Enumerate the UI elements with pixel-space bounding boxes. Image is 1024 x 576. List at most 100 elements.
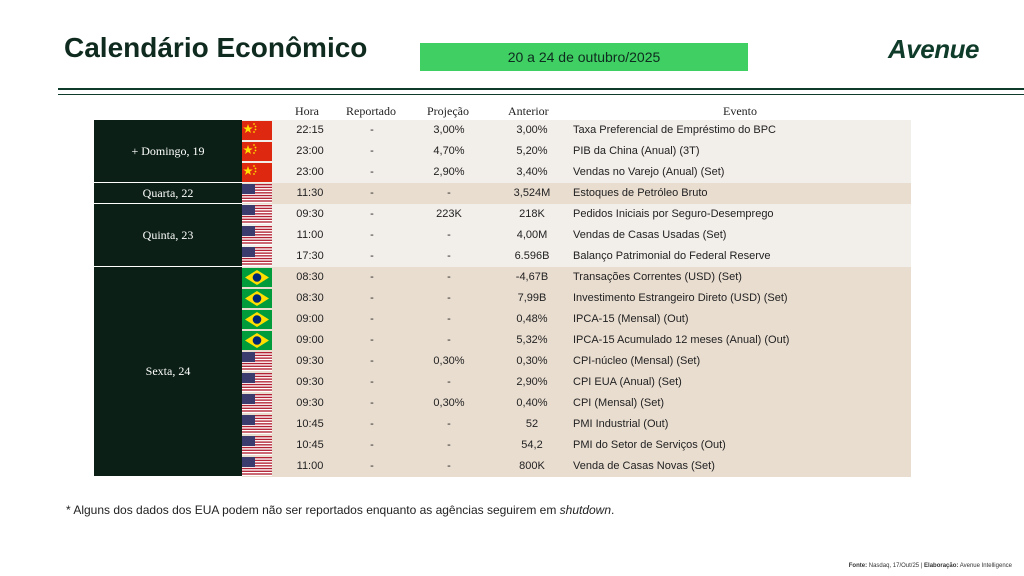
table-row: 09:30 - 0,30% 0,40% CPI (Mensal) (Set)	[242, 393, 911, 414]
cell-evento: Venda de Casas Novas (Set)	[573, 460, 715, 472]
date-range-badge: 20 a 24 de outubro/2025	[420, 43, 748, 71]
table-row: 23:00 - 4,70% 5,20% PIB da China (Anual) (3T…	[242, 141, 911, 162]
cell-reportado: -	[370, 166, 374, 178]
table-row: 09:30 - 223K 218K Pedidos Iniciais por Segur…	[242, 204, 911, 225]
header-reportado: Reportado	[346, 104, 396, 118]
brazil-flag-icon	[242, 331, 272, 350]
avenue-logo: Avenue	[888, 34, 979, 64]
cell-projecao: 223K	[436, 208, 462, 220]
cell-hora: 09:30	[296, 355, 324, 367]
cell-evento: Pedidos Iniciais por Seguro-Desemprego	[573, 208, 774, 220]
footnote-text: * Alguns dos dados dos EUA podem não ser…	[66, 503, 560, 517]
cell-projecao: -	[447, 250, 451, 262]
cell-projecao: -	[447, 313, 451, 325]
cell-hora: 09:30	[296, 208, 324, 220]
cell-hora: 09:00	[296, 313, 324, 325]
cell-reportado: -	[370, 124, 374, 136]
cell-evento: Balanço Patrimonial do Federal Reserve	[573, 250, 771, 262]
cell-hora: 10:45	[296, 439, 324, 451]
header-projecao: Projeção	[427, 104, 469, 118]
footnote-italic: shutdown	[559, 503, 612, 517]
table-row: 10:45 - - 54,2 PMI do Setor de Serviços (Out…	[242, 435, 911, 456]
table-row: 11:00 - - 4,00M Vendas de Casas Usadas (Set)	[242, 225, 911, 246]
cell-hora: 11:00	[296, 229, 324, 241]
cell-projecao: -	[447, 418, 451, 430]
cell-reportado: -	[370, 229, 374, 241]
source-credit: Fonte: Nasdaq, 17/Out/25 | Elaboração: A…	[849, 563, 1012, 569]
china-flag-icon	[242, 121, 272, 140]
cell-evento: IPCA-15 Acumulado 12 meses (Anual) (Out)	[573, 334, 790, 346]
elab-label: Elaboração:	[924, 563, 959, 569]
day-cell: Quinta, 23	[94, 204, 242, 266]
cell-projecao: -	[447, 439, 451, 451]
cell-hora: 11:00	[296, 460, 324, 472]
cell-reportado: -	[370, 187, 374, 199]
cell-reportado: -	[370, 145, 374, 157]
day-cell: Quarta, 22	[94, 183, 242, 203]
cell-evento: PMI Industrial (Out)	[573, 418, 669, 430]
cell-evento: Vendas no Varejo (Anual) (Set)	[573, 166, 725, 178]
cell-hora: 23:00	[296, 145, 324, 157]
cell-anterior: 3,00%	[516, 124, 548, 136]
table-row: 10:45 - - 52 PMI Industrial (Out)	[242, 414, 911, 435]
cell-hora: 08:30	[296, 292, 324, 304]
usa-flag-icon	[242, 373, 272, 392]
cell-evento: Estoques de Petróleo Bruto	[573, 187, 708, 199]
cell-anterior: 5,32%	[516, 334, 548, 346]
usa-flag-icon	[242, 415, 272, 434]
header-anterior: Anterior	[508, 104, 549, 118]
cell-hora: 09:30	[296, 397, 324, 409]
cell-evento: Vendas de Casas Usadas (Set)	[573, 229, 727, 241]
cell-evento: CPI EUA (Anual) (Set)	[573, 376, 682, 388]
cell-evento: IPCA-15 (Mensal) (Out)	[573, 313, 689, 325]
table-row: 23:00 - 2,90% 3,40% Vendas no Varejo (Anual)…	[242, 162, 911, 183]
cell-anterior: 2,90%	[516, 376, 548, 388]
day-cell[interactable]: + Domingo, 19	[94, 120, 242, 182]
cell-anterior: 54,2	[521, 439, 543, 451]
source-text: Nasdaq, 17/Out/25 |	[867, 563, 925, 569]
brazil-flag-icon	[242, 268, 272, 287]
brazil-flag-icon	[242, 310, 272, 329]
brazil-flag-icon	[242, 289, 272, 308]
usa-flag-icon	[242, 247, 272, 266]
cell-reportado: -	[370, 397, 374, 409]
cell-evento: PIB da China (Anual) (3T)	[573, 145, 700, 157]
cell-projecao: 0,30%	[433, 355, 465, 367]
table-row: 08:30 - - -4,67B Transações Correntes (USD) …	[242, 267, 911, 288]
cell-evento: Investimento Estrangeiro Direto (USD) (S…	[573, 292, 788, 304]
cell-anterior: 4,00M	[516, 229, 548, 241]
page-title: Calendário Econômico	[64, 32, 368, 63]
table-row: 09:30 - 0,30% 0,30% CPI-núcleo (Mensal) (Set…	[242, 351, 911, 372]
cell-anterior: 52	[525, 418, 539, 430]
cell-anterior: 0,48%	[516, 313, 548, 325]
cell-anterior: 800K	[519, 460, 545, 472]
table-row: 11:00 - - 800K Venda de Casas Novas (Set)	[242, 456, 911, 477]
day-cell: Sexta, 24	[94, 267, 242, 476]
cell-reportado: -	[370, 376, 374, 388]
header-evento: Evento	[723, 104, 757, 118]
cell-projecao: -	[447, 334, 451, 346]
usa-flag-icon	[242, 205, 272, 224]
cell-projecao: 0,30%	[433, 397, 465, 409]
cell-projecao: -	[447, 460, 451, 472]
cell-hora: 08:30	[296, 271, 324, 283]
cell-hora: 11:30	[296, 187, 324, 199]
cell-hora: 17:30	[296, 250, 324, 262]
usa-flag-icon	[242, 394, 272, 413]
cell-hora: 23:00	[296, 166, 324, 178]
footnote: * Alguns dos dados dos EUA podem não ser…	[66, 503, 614, 517]
cell-reportado: -	[370, 439, 374, 451]
cell-projecao: 3,00%	[433, 124, 465, 136]
cell-projecao: -	[447, 271, 451, 283]
cell-projecao: -	[447, 187, 451, 199]
date-range-text: 20 a 24 de outubro/2025	[507, 49, 661, 65]
cell-hora: 22:15	[296, 124, 324, 136]
cell-reportado: -	[370, 313, 374, 325]
table-row: 09:00 - - 5,32% IPCA-15 Acumulado 12 meses (…	[242, 330, 911, 351]
cell-reportado: -	[370, 250, 374, 262]
source-label: Fonte:	[848, 563, 868, 569]
table-row: 22:15 - 3,00% 3,00% Taxa Preferencial de Emp…	[242, 120, 911, 141]
usa-flag-icon	[242, 226, 272, 245]
table-row: 09:30 - - 2,90% CPI EUA (Anual) (Set)	[242, 372, 911, 393]
cell-hora: 10:45	[296, 418, 324, 430]
